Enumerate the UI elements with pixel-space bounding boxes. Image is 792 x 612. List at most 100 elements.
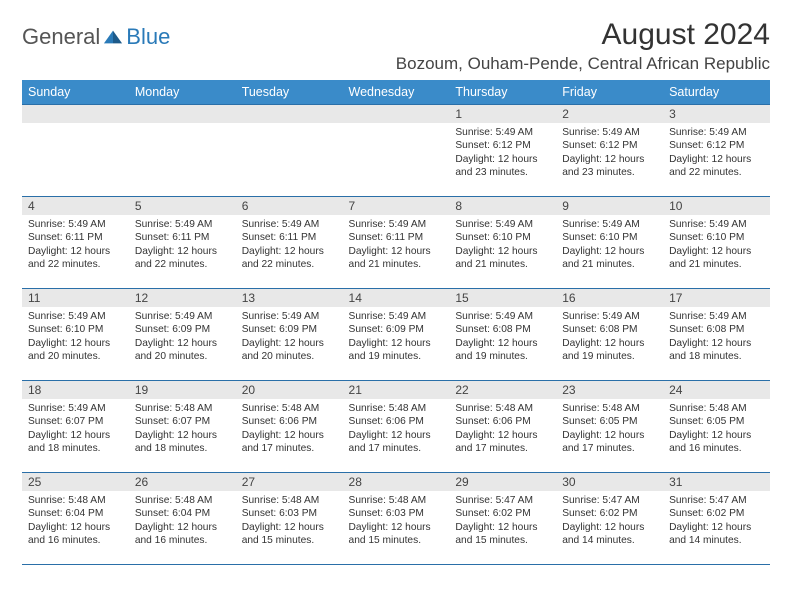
sunrise-line: Sunrise: 5:49 AM xyxy=(28,310,124,323)
day-number: 23 xyxy=(556,381,663,399)
day-detail: Sunrise: 5:49 AMSunset: 6:11 PMDaylight:… xyxy=(343,215,450,276)
calendar-cell xyxy=(343,105,450,197)
sunrise-line: Sunrise: 5:48 AM xyxy=(349,402,445,415)
calendar-cell: 4Sunrise: 5:49 AMSunset: 6:11 PMDaylight… xyxy=(22,197,129,289)
day-detail: Sunrise: 5:47 AMSunset: 6:02 PMDaylight:… xyxy=(663,491,770,552)
empty-daynum xyxy=(343,105,450,123)
title-block: August 2024 Bozoum, Ouham-Pende, Central… xyxy=(396,18,770,74)
daylight-line: Daylight: 12 hours and 15 minutes. xyxy=(349,521,445,548)
daylight-line: Daylight: 12 hours and 18 minutes. xyxy=(28,429,124,456)
sunset-line: Sunset: 6:10 PM xyxy=(455,231,551,244)
calendar-cell: 24Sunrise: 5:48 AMSunset: 6:05 PMDayligh… xyxy=(663,381,770,473)
day-detail: Sunrise: 5:49 AMSunset: 6:08 PMDaylight:… xyxy=(663,307,770,368)
day-detail: Sunrise: 5:48 AMSunset: 6:03 PMDaylight:… xyxy=(343,491,450,552)
calendar-cell xyxy=(129,105,236,197)
calendar-cell: 13Sunrise: 5:49 AMSunset: 6:09 PMDayligh… xyxy=(236,289,343,381)
day-header: Monday xyxy=(129,80,236,105)
calendar-cell: 19Sunrise: 5:48 AMSunset: 6:07 PMDayligh… xyxy=(129,381,236,473)
day-detail: Sunrise: 5:49 AMSunset: 6:09 PMDaylight:… xyxy=(129,307,236,368)
sunset-line: Sunset: 6:09 PM xyxy=(242,323,338,336)
day-detail: Sunrise: 5:47 AMSunset: 6:02 PMDaylight:… xyxy=(556,491,663,552)
day-number: 25 xyxy=(22,473,129,491)
day-number: 26 xyxy=(129,473,236,491)
day-detail: Sunrise: 5:48 AMSunset: 6:05 PMDaylight:… xyxy=(556,399,663,460)
day-detail: Sunrise: 5:48 AMSunset: 6:06 PMDaylight:… xyxy=(236,399,343,460)
sunrise-line: Sunrise: 5:49 AM xyxy=(669,218,765,231)
daylight-line: Daylight: 12 hours and 23 minutes. xyxy=(562,153,658,180)
daylight-line: Daylight: 12 hours and 18 minutes. xyxy=(135,429,231,456)
month-title: August 2024 xyxy=(396,18,770,52)
page-header: General Blue August 2024 Bozoum, Ouham-P… xyxy=(22,18,770,74)
daylight-line: Daylight: 12 hours and 21 minutes. xyxy=(455,245,551,272)
daylight-line: Daylight: 12 hours and 20 minutes. xyxy=(135,337,231,364)
daylight-line: Daylight: 12 hours and 21 minutes. xyxy=(669,245,765,272)
brand-logo: General Blue xyxy=(22,18,170,50)
day-detail: Sunrise: 5:48 AMSunset: 6:06 PMDaylight:… xyxy=(343,399,450,460)
calendar-table: SundayMondayTuesdayWednesdayThursdayFrid… xyxy=(22,80,770,565)
sunset-line: Sunset: 6:02 PM xyxy=(562,507,658,520)
day-header: Saturday xyxy=(663,80,770,105)
daylight-line: Daylight: 12 hours and 22 minutes. xyxy=(28,245,124,272)
day-number: 1 xyxy=(449,105,556,123)
calendar-cell: 31Sunrise: 5:47 AMSunset: 6:02 PMDayligh… xyxy=(663,473,770,565)
sunrise-line: Sunrise: 5:47 AM xyxy=(455,494,551,507)
location-text: Bozoum, Ouham-Pende, Central African Rep… xyxy=(396,54,770,74)
calendar-cell: 6Sunrise: 5:49 AMSunset: 6:11 PMDaylight… xyxy=(236,197,343,289)
day-number: 11 xyxy=(22,289,129,307)
day-number: 28 xyxy=(343,473,450,491)
sunrise-line: Sunrise: 5:49 AM xyxy=(455,310,551,323)
day-number: 9 xyxy=(556,197,663,215)
daylight-line: Daylight: 12 hours and 17 minutes. xyxy=(455,429,551,456)
day-number: 21 xyxy=(343,381,450,399)
sunrise-line: Sunrise: 5:48 AM xyxy=(455,402,551,415)
calendar-cell: 7Sunrise: 5:49 AMSunset: 6:11 PMDaylight… xyxy=(343,197,450,289)
daylight-line: Daylight: 12 hours and 16 minutes. xyxy=(28,521,124,548)
day-detail: Sunrise: 5:49 AMSunset: 6:10 PMDaylight:… xyxy=(449,215,556,276)
day-header: Thursday xyxy=(449,80,556,105)
day-detail: Sunrise: 5:49 AMSunset: 6:10 PMDaylight:… xyxy=(663,215,770,276)
daylight-line: Daylight: 12 hours and 20 minutes. xyxy=(28,337,124,364)
sunset-line: Sunset: 6:07 PM xyxy=(28,415,124,428)
daylight-line: Daylight: 12 hours and 21 minutes. xyxy=(349,245,445,272)
daylight-line: Daylight: 12 hours and 17 minutes. xyxy=(242,429,338,456)
day-number: 6 xyxy=(236,197,343,215)
day-detail: Sunrise: 5:48 AMSunset: 6:07 PMDaylight:… xyxy=(129,399,236,460)
calendar-cell: 10Sunrise: 5:49 AMSunset: 6:10 PMDayligh… xyxy=(663,197,770,289)
day-number: 22 xyxy=(449,381,556,399)
sunset-line: Sunset: 6:05 PM xyxy=(562,415,658,428)
day-detail: Sunrise: 5:49 AMSunset: 6:12 PMDaylight:… xyxy=(556,123,663,184)
daylight-line: Daylight: 12 hours and 16 minutes. xyxy=(669,429,765,456)
day-detail: Sunrise: 5:49 AMSunset: 6:12 PMDaylight:… xyxy=(663,123,770,184)
calendar-cell: 3Sunrise: 5:49 AMSunset: 6:12 PMDaylight… xyxy=(663,105,770,197)
calendar-week-row: 25Sunrise: 5:48 AMSunset: 6:04 PMDayligh… xyxy=(22,473,770,565)
sunrise-line: Sunrise: 5:48 AM xyxy=(242,402,338,415)
calendar-cell xyxy=(236,105,343,197)
calendar-cell: 12Sunrise: 5:49 AMSunset: 6:09 PMDayligh… xyxy=(129,289,236,381)
sunset-line: Sunset: 6:11 PM xyxy=(28,231,124,244)
sunset-line: Sunset: 6:12 PM xyxy=(455,139,551,152)
calendar-cell: 2Sunrise: 5:49 AMSunset: 6:12 PMDaylight… xyxy=(556,105,663,197)
sunset-line: Sunset: 6:03 PM xyxy=(242,507,338,520)
day-number: 7 xyxy=(343,197,450,215)
daylight-line: Daylight: 12 hours and 22 minutes. xyxy=(669,153,765,180)
daylight-line: Daylight: 12 hours and 22 minutes. xyxy=(135,245,231,272)
sunrise-line: Sunrise: 5:48 AM xyxy=(135,494,231,507)
sunset-line: Sunset: 6:11 PM xyxy=(242,231,338,244)
calendar-cell: 23Sunrise: 5:48 AMSunset: 6:05 PMDayligh… xyxy=(556,381,663,473)
sunset-line: Sunset: 6:04 PM xyxy=(135,507,231,520)
sunset-line: Sunset: 6:10 PM xyxy=(669,231,765,244)
sunrise-line: Sunrise: 5:47 AM xyxy=(562,494,658,507)
day-detail: Sunrise: 5:49 AMSunset: 6:09 PMDaylight:… xyxy=(343,307,450,368)
calendar-cell: 15Sunrise: 5:49 AMSunset: 6:08 PMDayligh… xyxy=(449,289,556,381)
day-detail: Sunrise: 5:49 AMSunset: 6:08 PMDaylight:… xyxy=(449,307,556,368)
day-number: 27 xyxy=(236,473,343,491)
calendar-week-row: 4Sunrise: 5:49 AMSunset: 6:11 PMDaylight… xyxy=(22,197,770,289)
sunset-line: Sunset: 6:09 PM xyxy=(135,323,231,336)
calendar-cell: 22Sunrise: 5:48 AMSunset: 6:06 PMDayligh… xyxy=(449,381,556,473)
sunset-line: Sunset: 6:09 PM xyxy=(349,323,445,336)
calendar-cell: 25Sunrise: 5:48 AMSunset: 6:04 PMDayligh… xyxy=(22,473,129,565)
day-detail: Sunrise: 5:48 AMSunset: 6:04 PMDaylight:… xyxy=(129,491,236,552)
day-detail: Sunrise: 5:49 AMSunset: 6:07 PMDaylight:… xyxy=(22,399,129,460)
day-number: 20 xyxy=(236,381,343,399)
calendar-cell: 30Sunrise: 5:47 AMSunset: 6:02 PMDayligh… xyxy=(556,473,663,565)
